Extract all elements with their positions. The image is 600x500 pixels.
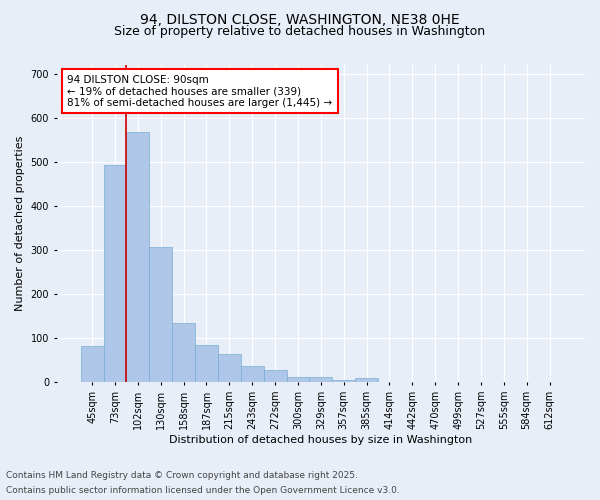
Text: Contains HM Land Registry data © Crown copyright and database right 2025.: Contains HM Land Registry data © Crown c…	[6, 471, 358, 480]
Bar	[104, 165, 127, 382]
Bar	[241, 366, 263, 382]
Bar	[81, 346, 104, 383]
Bar	[287, 377, 310, 382]
Text: Size of property relative to detached houses in Washington: Size of property relative to detached ho…	[115, 25, 485, 38]
Text: Contains public sector information licensed under the Open Government Licence v3: Contains public sector information licen…	[6, 486, 400, 495]
Text: 94, DILSTON CLOSE, WASHINGTON, NE38 0HE: 94, DILSTON CLOSE, WASHINGTON, NE38 0HE	[140, 12, 460, 26]
Bar	[195, 345, 218, 383]
Bar	[172, 323, 195, 382]
Bar	[332, 380, 355, 382]
Bar	[218, 354, 241, 382]
Text: 94 DILSTON CLOSE: 90sqm
← 19% of detached houses are smaller (339)
81% of semi-d: 94 DILSTON CLOSE: 90sqm ← 19% of detache…	[67, 74, 332, 108]
Bar	[127, 132, 149, 382]
Bar	[263, 370, 287, 382]
Bar	[149, 246, 172, 382]
Y-axis label: Number of detached properties: Number of detached properties	[15, 136, 25, 312]
Bar	[310, 377, 332, 382]
Bar	[355, 378, 378, 382]
X-axis label: Distribution of detached houses by size in Washington: Distribution of detached houses by size …	[169, 435, 472, 445]
